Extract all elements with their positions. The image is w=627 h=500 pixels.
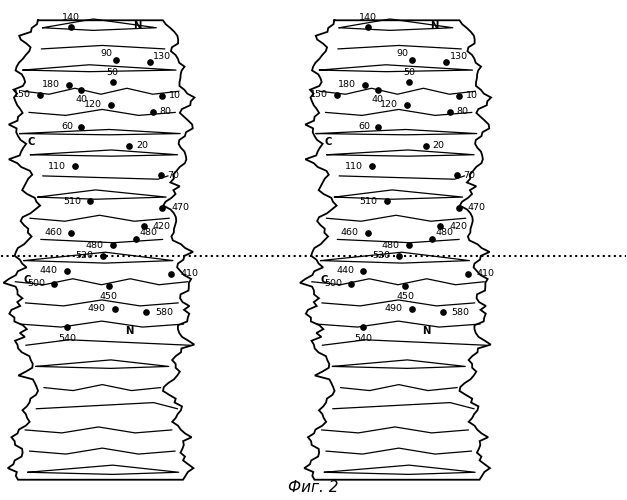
Text: 470: 470 (468, 203, 486, 212)
Text: 480: 480 (85, 240, 103, 250)
Text: 540: 540 (354, 334, 372, 342)
Text: 80: 80 (160, 108, 172, 116)
Text: 490: 490 (384, 304, 403, 313)
Text: 130: 130 (154, 52, 172, 61)
Text: 140: 140 (359, 13, 377, 22)
Text: 110: 110 (344, 162, 362, 171)
Text: 480: 480 (139, 228, 157, 236)
Text: 80: 80 (456, 108, 468, 116)
Text: 450: 450 (396, 292, 414, 302)
Text: 20: 20 (136, 141, 148, 150)
Text: 140: 140 (62, 13, 80, 22)
Text: N: N (134, 21, 142, 31)
Text: 110: 110 (48, 162, 66, 171)
Text: 50: 50 (403, 68, 415, 76)
Text: 130: 130 (450, 52, 468, 61)
Text: 120: 120 (83, 100, 102, 110)
Text: C: C (320, 275, 328, 285)
Text: 580: 580 (155, 308, 173, 316)
Text: 410: 410 (477, 270, 495, 278)
Text: 70: 70 (463, 171, 475, 180)
Text: 150: 150 (13, 90, 31, 100)
Text: 460: 460 (45, 228, 62, 237)
Text: 40: 40 (372, 95, 384, 104)
Text: 500: 500 (28, 280, 45, 288)
Text: 450: 450 (100, 292, 118, 302)
Text: 480: 480 (436, 228, 453, 236)
Text: 90: 90 (396, 48, 408, 58)
Text: 490: 490 (88, 304, 106, 313)
Text: 70: 70 (167, 171, 179, 180)
Text: N: N (125, 326, 134, 336)
Text: 580: 580 (452, 308, 470, 316)
Text: 120: 120 (380, 100, 398, 110)
Text: 420: 420 (153, 222, 171, 230)
Text: 520: 520 (75, 252, 93, 260)
Text: 150: 150 (310, 90, 327, 100)
Text: 520: 520 (372, 252, 390, 260)
Text: 470: 470 (172, 203, 189, 212)
Text: C: C (324, 136, 332, 146)
Text: N: N (422, 326, 430, 336)
Text: 460: 460 (340, 228, 359, 237)
Text: 10: 10 (169, 92, 181, 100)
Text: C: C (24, 275, 31, 285)
Text: 40: 40 (75, 95, 87, 104)
Text: 180: 180 (338, 80, 356, 90)
Text: 60: 60 (358, 122, 370, 131)
Text: 410: 410 (180, 270, 198, 278)
Text: 60: 60 (61, 122, 73, 131)
Text: 540: 540 (58, 334, 76, 342)
Text: 180: 180 (42, 80, 60, 90)
Text: C: C (28, 136, 35, 146)
Text: 480: 480 (382, 240, 400, 250)
Text: Фиг. 2: Фиг. 2 (288, 480, 339, 495)
Text: 20: 20 (433, 141, 445, 150)
Text: 510: 510 (63, 197, 81, 206)
Text: 510: 510 (359, 197, 377, 206)
Text: 50: 50 (107, 68, 119, 76)
Text: 420: 420 (450, 222, 467, 230)
Text: 90: 90 (100, 48, 112, 58)
Text: 10: 10 (465, 92, 477, 100)
Text: N: N (429, 21, 438, 31)
Text: 440: 440 (40, 266, 58, 276)
Text: 440: 440 (336, 266, 354, 276)
Text: 500: 500 (324, 280, 342, 288)
